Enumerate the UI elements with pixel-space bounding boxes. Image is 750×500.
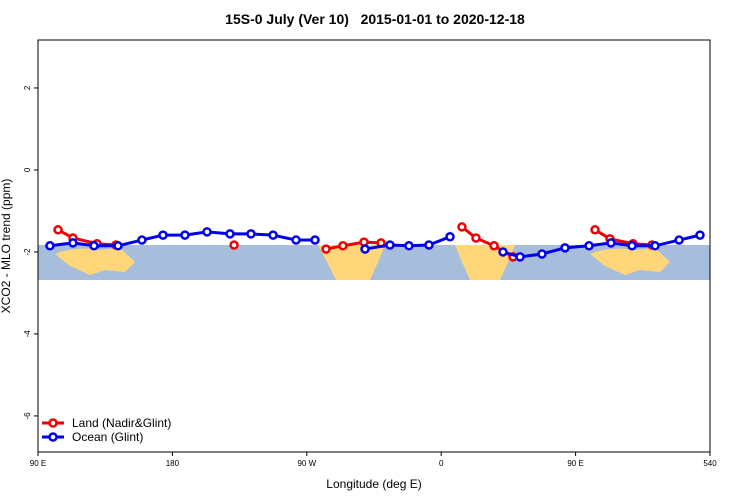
y-tick-label: -6 [23,412,32,420]
point [137,235,147,245]
point [68,238,78,248]
point [489,241,499,251]
y-axis-label: XCO2 - MLO trend (ppm) [0,179,13,314]
point [584,241,594,251]
y-tick-label: 2 [23,85,32,90]
point [291,235,301,245]
point [321,244,331,254]
legend-label: Land (Nadir&Glint) [72,416,171,430]
y-tick-label: -4 [23,330,32,338]
point [627,241,637,251]
y-tick-label: 0 [23,167,32,172]
point [457,222,467,232]
point [180,230,190,240]
point [229,240,239,250]
point [53,225,63,235]
point [606,238,616,248]
point [385,240,395,250]
point [445,232,455,242]
point [45,241,55,251]
point [424,240,434,250]
x-tick-label: 90 W [297,459,316,468]
legend-label: Ocean (Glint) [72,430,143,444]
x-tick-label: 90 E [30,459,46,468]
land-shape [55,248,135,275]
land-shape [318,245,385,280]
point [360,244,370,254]
x-axis-label: Longitude (deg E) [326,477,421,491]
x-tick-label: 540 [703,459,717,468]
point [560,243,570,253]
point [246,229,256,239]
point [515,252,525,262]
point [310,235,320,245]
chart-title: 15S-0 July (Ver 10) 2015-01-01 to 2020-1… [225,11,525,27]
plot-frame [37,39,711,453]
point [113,241,123,251]
point [695,230,705,240]
point [650,241,660,251]
point [590,225,600,235]
point [202,227,212,237]
map-band [38,245,710,280]
point [158,230,168,240]
point [404,241,414,251]
point [471,233,481,243]
point [537,249,547,259]
x-tick-label: 180 [166,459,180,468]
y-tick-label: -2 [23,248,32,256]
point [674,235,684,245]
x-tick-label: 90 E [567,459,583,468]
point [268,230,278,240]
point [225,229,235,239]
legend-marker [48,432,58,442]
x-tick-label: 0 [439,459,444,468]
point [338,241,348,251]
point [89,241,99,251]
legend-marker [48,418,58,428]
point [498,247,508,257]
land-shape [590,248,670,275]
series-line [57,225,653,259]
